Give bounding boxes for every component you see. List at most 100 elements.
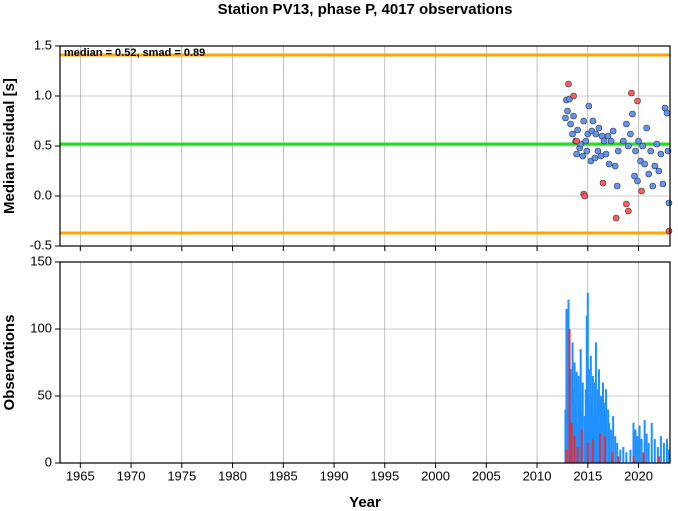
bar [585, 315, 588, 463]
point [599, 179, 607, 187]
point [655, 167, 663, 175]
bar [573, 362, 576, 463]
bar [619, 449, 622, 463]
bar [607, 409, 610, 463]
point [647, 147, 655, 155]
point [567, 120, 574, 128]
point [632, 147, 639, 155]
bar [587, 369, 590, 463]
bar [573, 436, 576, 463]
point [583, 147, 591, 155]
bar [665, 438, 668, 463]
point [574, 126, 581, 134]
bar [656, 446, 659, 463]
x-tick-label: 1990 [320, 468, 349, 483]
x-tick-label: 2010 [523, 468, 552, 483]
bar [583, 416, 586, 463]
point [634, 177, 641, 185]
y-tick-label: 0 [45, 454, 52, 469]
bar [586, 442, 589, 463]
bar [574, 402, 577, 463]
bar [588, 402, 591, 463]
point [614, 147, 622, 155]
bar [576, 446, 579, 463]
bar [581, 382, 584, 463]
bar [579, 349, 582, 463]
y-tick-label: 0.5 [34, 137, 52, 152]
y-tick-label: 50 [38, 387, 52, 402]
point [570, 92, 577, 100]
bar [568, 329, 571, 463]
x-tick-label: 1980 [218, 468, 247, 483]
y-tick-label: 100 [30, 320, 52, 335]
bar [605, 389, 608, 463]
point [631, 172, 638, 180]
bar [647, 442, 650, 463]
point [591, 154, 599, 162]
bar [580, 429, 583, 463]
bar [616, 442, 619, 463]
bar [632, 422, 635, 463]
bar [614, 436, 617, 463]
point [613, 182, 621, 190]
y-tick-label: 0.0 [34, 187, 52, 202]
bar [625, 452, 628, 463]
point [581, 192, 589, 200]
bar [578, 396, 581, 463]
y-tick-label: 150 [30, 253, 52, 268]
point [609, 127, 617, 135]
bar [598, 433, 601, 463]
point [612, 214, 620, 222]
bar [572, 389, 575, 463]
bar [591, 438, 594, 463]
point [594, 147, 602, 155]
bar [565, 308, 568, 463]
bar [586, 292, 589, 463]
bar [566, 382, 569, 463]
bar [595, 409, 598, 463]
bar [599, 396, 602, 463]
y-tick-label: 1.0 [34, 87, 52, 102]
bar [584, 389, 587, 463]
bar [659, 436, 662, 463]
point [628, 89, 635, 97]
point [625, 142, 632, 150]
bar [645, 433, 648, 463]
annotation: median = 0.52, smad = 0.89 [64, 47, 205, 59]
bar [612, 416, 615, 463]
x-tick-label: 2005 [472, 468, 501, 483]
point [653, 140, 661, 148]
bar [577, 375, 580, 463]
point [663, 109, 671, 117]
bar [593, 382, 596, 463]
bar [611, 452, 614, 463]
x-tick-label: 1975 [167, 468, 196, 483]
point [592, 130, 600, 138]
point [623, 120, 630, 128]
point [600, 137, 608, 145]
x-tick-label: 2000 [421, 468, 450, 483]
bar [662, 442, 665, 463]
bar [569, 369, 572, 463]
x-tick-label: 1995 [370, 468, 399, 483]
point [657, 150, 665, 158]
bar [596, 389, 599, 463]
point [570, 112, 577, 120]
x-tick-label: 1985 [269, 468, 298, 483]
point [651, 162, 659, 170]
bar [590, 396, 593, 463]
x-tick-label: 2020 [624, 468, 653, 483]
bar [571, 342, 574, 463]
point [585, 102, 593, 110]
point [639, 142, 646, 150]
bar [567, 299, 570, 463]
bar [576, 422, 579, 463]
bar [653, 438, 656, 463]
x-tick-label: 2015 [573, 468, 602, 483]
bar [604, 436, 607, 463]
point [573, 150, 580, 158]
bar [643, 420, 646, 463]
point [605, 160, 613, 168]
